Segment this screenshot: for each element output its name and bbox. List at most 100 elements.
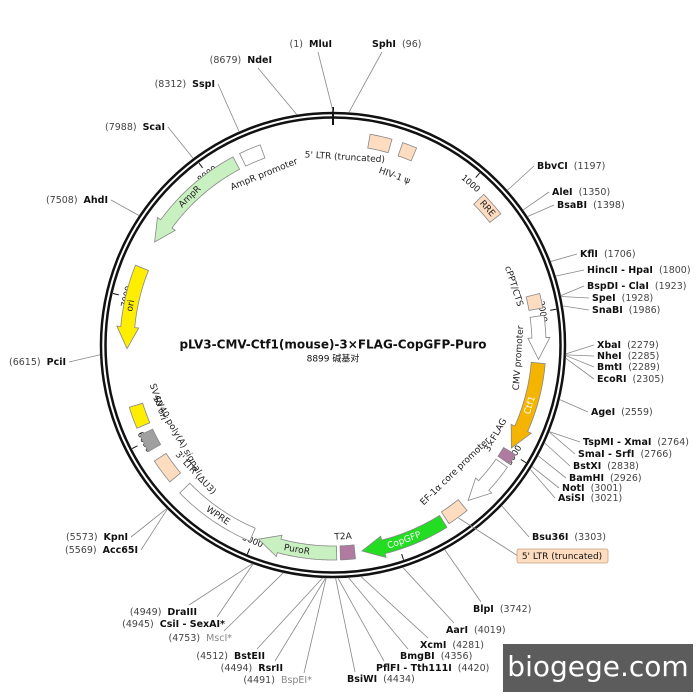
enzyme-name: XbaI [597, 340, 621, 351]
enzyme-label: AleI (1350) [552, 187, 610, 198]
enzyme-label: BsiWI (4434) [347, 674, 415, 685]
enzyme-name: BspDI - ClaI [587, 281, 649, 292]
feature [497, 446, 517, 465]
enzyme-label: (4949) DraIII [130, 607, 197, 618]
enzyme-site: (2279) [627, 340, 659, 351]
enzyme-name: BsaBI [557, 200, 587, 211]
enzyme-name: SpeI [592, 293, 616, 304]
enzyme-name: MscI* [206, 633, 232, 644]
enzyme-label: NheI (2285) [597, 351, 659, 362]
enzyme-label: (8312) SspI [155, 79, 215, 90]
feature [467, 458, 509, 502]
feature [179, 482, 256, 542]
site-leader [216, 563, 254, 618]
enzyme-name: BspEI* [281, 675, 312, 686]
site-leader [562, 305, 590, 311]
enzyme-label: BmgBI (4356) [400, 651, 472, 662]
enzyme-name: NheI [597, 351, 622, 362]
enzyme-name: XcmI [420, 640, 446, 651]
enzyme-site: (4753) [168, 633, 200, 644]
enzyme-label: BsaBI (1398) [557, 200, 625, 211]
feature-label: SV40 ori [147, 382, 168, 421]
enzyme-site: (8679) [210, 55, 242, 66]
enzyme-site: (7508) [46, 195, 78, 206]
site-leader [501, 505, 530, 538]
enzyme-label: (4512) BstEII [196, 651, 265, 662]
enzyme-site: (2285) [628, 351, 660, 362]
site-leader [167, 126, 194, 159]
enzyme-site: (4512) [196, 651, 228, 662]
enzyme-site: (8312) [155, 79, 187, 90]
scale-label: 1000 [459, 173, 482, 195]
feature [339, 544, 356, 561]
watermark-box [503, 644, 693, 692]
enzyme-site: (7988) [105, 122, 137, 133]
enzyme-label: (5569) Acc65I [65, 545, 138, 556]
enzyme-site: (6615) [9, 357, 41, 368]
enzyme-name: BmgBI [400, 651, 435, 662]
site-leader [555, 269, 585, 277]
scale-tick [131, 445, 138, 450]
enzyme-label: NotI (3001) [562, 483, 622, 494]
enzyme-name: SnaBI [592, 305, 623, 316]
enzyme-site: (4434) [383, 674, 415, 685]
enzyme-label: XcmI (4281) [420, 640, 484, 651]
enzyme-label: SpeI (1928) [592, 293, 653, 304]
enzyme-label: BlpI (3742) [473, 604, 531, 615]
scale-tick [246, 548, 251, 555]
enzyme-label: (4753) MscI* [168, 633, 232, 644]
enzyme-name: EcoRI [597, 374, 627, 385]
feature [239, 144, 266, 167]
enzyme-name: NdeI [247, 55, 272, 66]
enzyme-name: BmtI [597, 362, 622, 373]
site-leader [522, 191, 550, 211]
enzyme-label: BmtI (2289) [597, 362, 660, 373]
enzyme-label: BbvCI (1197) [537, 161, 605, 172]
site-leader [507, 165, 535, 191]
watermark: biogege.com [507, 650, 688, 683]
site-leader [565, 354, 595, 357]
site-leader [130, 508, 168, 538]
feature [153, 452, 182, 483]
enzyme-name: BamHI [569, 473, 604, 484]
enzyme-label: SnaBI (1986) [592, 305, 660, 316]
site-leader [317, 51, 334, 113]
enzyme-name: KpnI [104, 532, 128, 543]
enzyme-label: AgeI (2559) [591, 407, 653, 418]
enzyme-site: (4420) [458, 663, 490, 674]
feature [361, 514, 448, 559]
site-leader [444, 549, 482, 603]
callout-label: 5' LTR (truncated) [522, 552, 602, 562]
enzyme-name: HincII - HpaI [587, 265, 653, 276]
feature [154, 156, 241, 243]
feature-label: HIV-1 ψ [377, 166, 411, 187]
enzyme-label: SmaI - SrfI (2766) [578, 449, 672, 460]
enzyme-site: (1398) [593, 200, 625, 211]
enzyme-label: HincII - HpaI (1800) [587, 265, 691, 276]
enzyme-label: (4494) RsrII [221, 663, 283, 674]
enzyme-name: BstEII [234, 651, 265, 662]
site-leader [217, 83, 240, 132]
site-leader [549, 431, 581, 443]
enzyme-label: BamHI (2926) [569, 473, 642, 484]
feature [397, 142, 418, 162]
feature-label: AmpR promoter [229, 157, 299, 193]
enzyme-name: AgeI [591, 407, 615, 418]
enzyme-name: BstXI [573, 461, 601, 472]
enzyme-label: XbaI (2279) [597, 340, 659, 351]
site-leader [559, 399, 589, 413]
feature-label: T2A [333, 532, 353, 543]
enzyme-label: PflFI - Tth111I (4420) [376, 663, 489, 674]
callout-line [458, 517, 519, 557]
enzyme-name: PciI [47, 357, 66, 368]
feature [510, 361, 546, 449]
site-leader [565, 344, 595, 355]
scale-tick [401, 553, 405, 560]
enzyme-name: AhdI [84, 195, 108, 206]
enzyme-name: NotI [562, 483, 585, 494]
enzyme-name: PflFI - Tth111I [376, 663, 452, 674]
enzyme-site: (2926) [610, 473, 642, 484]
enzyme-label: (7508) AhdI [46, 195, 108, 206]
enzyme-site: (4491) [243, 675, 275, 686]
